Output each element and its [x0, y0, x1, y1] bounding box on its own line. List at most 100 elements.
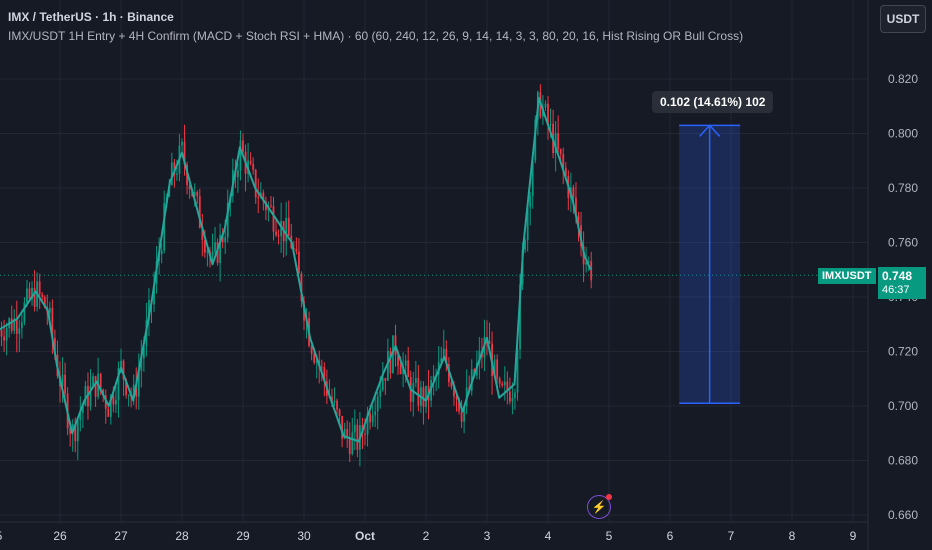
- candle-body: [176, 173, 178, 175]
- candle-body: [333, 400, 336, 403]
- candle-body: [28, 288, 31, 300]
- candle-body: [183, 141, 186, 165]
- candle-body: [76, 420, 79, 442]
- candle-body: [455, 396, 458, 399]
- candle-body: [61, 374, 64, 387]
- y-tick-label: 0.780: [888, 181, 918, 195]
- candle-body: [353, 424, 356, 433]
- candle-body: [84, 386, 87, 406]
- candle-body: [38, 281, 41, 295]
- y-tick-label: 0.720: [888, 345, 918, 359]
- candle-body: [407, 360, 410, 377]
- candle-body: [15, 318, 18, 334]
- candle-body: [348, 437, 351, 454]
- candle-body: [239, 140, 242, 171]
- last-price: 0.748: [882, 269, 913, 283]
- candle-body: [526, 207, 529, 241]
- candle-body: [587, 261, 590, 263]
- candle-body: [254, 169, 257, 198]
- candle-body: [366, 413, 369, 435]
- candle-body: [135, 384, 138, 397]
- candle-body: [364, 433, 366, 435]
- candle-body: [554, 133, 557, 154]
- candle-body: [531, 160, 534, 197]
- candle-body: [18, 328, 21, 334]
- candle-body: [170, 162, 173, 185]
- x-tick-label: 4: [545, 529, 552, 543]
- candle-body: [92, 376, 94, 386]
- candle-body: [137, 370, 140, 397]
- candle-body: [341, 415, 344, 439]
- x-tick-label: 2: [423, 529, 430, 543]
- hma-line: [0, 97, 592, 443]
- y-tick-label: 0.820: [888, 72, 918, 86]
- candle-body: [404, 360, 407, 366]
- candle-body: [148, 300, 150, 321]
- candle-body: [496, 359, 499, 379]
- candle-body: [559, 148, 562, 155]
- y-tick-label: 0.700: [888, 399, 918, 413]
- candle-body: [132, 384, 135, 398]
- candle-body: [262, 192, 265, 202]
- ticker-label: IMXUSDT: [818, 268, 876, 284]
- candle-body: [450, 382, 453, 387]
- candle-body: [336, 400, 338, 410]
- flash-alert-icon[interactable]: ⚡: [587, 494, 612, 519]
- candle-body: [506, 381, 509, 392]
- candle-body: [181, 141, 183, 146]
- candle-body: [211, 251, 214, 256]
- candle-body: [216, 242, 219, 264]
- candle-body: [3, 336, 5, 341]
- candle-body: [315, 360, 318, 363]
- candle-body: [112, 395, 115, 405]
- x-tick-label: 9: [850, 529, 857, 543]
- candle-body: [524, 240, 527, 250]
- candle-body: [374, 411, 377, 416]
- candle-body: [94, 376, 97, 397]
- candle-body: [320, 366, 323, 368]
- y-tick-label: 0.760: [888, 236, 918, 250]
- candle-body: [310, 346, 313, 355]
- candle-body: [590, 261, 593, 281]
- candle-body: [313, 354, 316, 363]
- candle-body: [338, 409, 341, 416]
- candle-body: [5, 328, 8, 341]
- x-tick-label: 5: [0, 529, 3, 543]
- candle-body: [488, 341, 491, 344]
- candle-body: [23, 302, 26, 323]
- candle-body: [386, 351, 389, 381]
- candle-body: [48, 307, 51, 313]
- measure-arrow: [699, 124, 721, 137]
- candle-body: [511, 397, 514, 402]
- candle-body: [242, 140, 244, 152]
- symbol-title[interactable]: IMX / TetherUS · 1h · Binance: [8, 10, 174, 24]
- candle-body: [74, 424, 77, 442]
- notification-dot: [606, 494, 612, 500]
- candle-body: [107, 408, 110, 417]
- x-tick-label: 5: [606, 529, 613, 543]
- candle-body: [463, 406, 466, 422]
- candle-body: [117, 367, 120, 400]
- candle-body: [585, 262, 588, 265]
- candle-body: [503, 381, 506, 386]
- candle-body: [501, 383, 504, 386]
- candle-body: [125, 379, 127, 396]
- candle-body: [460, 411, 463, 422]
- candle-body: [188, 185, 191, 190]
- candle-body: [389, 351, 392, 374]
- candle-body: [397, 354, 399, 366]
- candle-body: [142, 346, 145, 359]
- x-tick-label: 28: [175, 529, 189, 543]
- candle-body: [257, 197, 260, 199]
- candle-body: [196, 191, 199, 197]
- indicator-legend[interactable]: IMX/USDT 1H Entry + 4H Confirm (MACD + S…: [8, 29, 744, 43]
- currency-button[interactable]: USDT: [880, 5, 926, 33]
- candle-body: [270, 205, 272, 207]
- candle-body: [458, 398, 460, 412]
- candle-body: [432, 375, 435, 380]
- candle-body: [572, 187, 575, 198]
- candle-body: [264, 201, 267, 211]
- candle-body: [71, 424, 74, 434]
- x-tick-label: 26: [53, 529, 67, 543]
